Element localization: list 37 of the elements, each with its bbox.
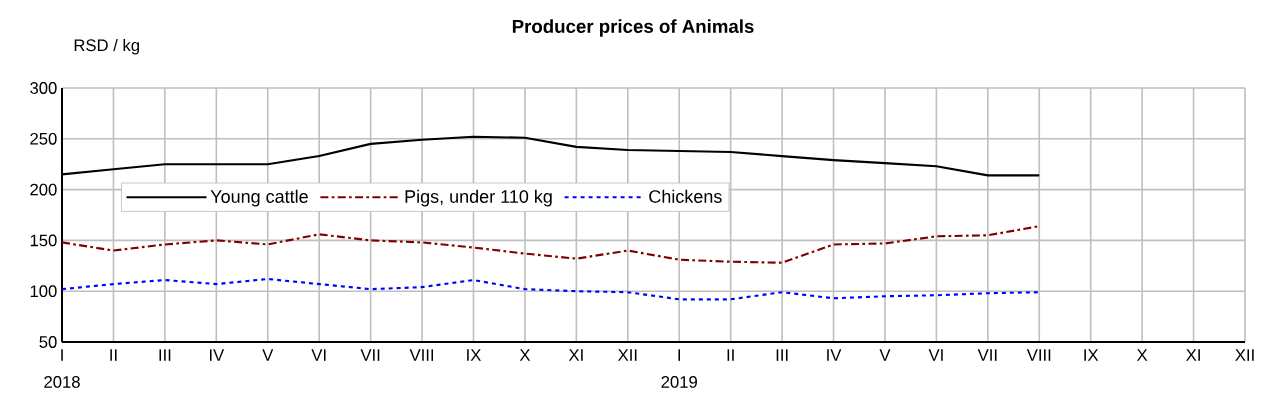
- text: 2019: [661, 376, 697, 388]
- x-tick-label: XII: [617, 349, 637, 361]
- chart-title: Producer prices of Animals: [512, 19, 754, 37]
- y-axis-title: RSD / kg: [74, 38, 139, 55]
- x-tick-label: VI: [311, 349, 326, 361]
- y-tick-label: 300: [30, 82, 57, 94]
- legend-label: Chickens: [649, 189, 722, 203]
- y-tick-label: 50: [39, 336, 57, 348]
- x-tick-label: XI: [1186, 349, 1200, 361]
- x-tick-label: III: [776, 349, 788, 361]
- x-tick-label: VIII: [409, 349, 434, 361]
- x-tick-label: V: [879, 349, 891, 361]
- legend-label: Pigs, under 110 kg: [405, 189, 552, 207]
- x-tick-label: VI: [928, 349, 943, 361]
- x-tick-label: II: [110, 349, 117, 361]
- y-tick-label: 150: [30, 234, 57, 247]
- x-tick-label: XII: [1235, 349, 1254, 361]
- x-tick-label: VII: [977, 349, 997, 361]
- y-tick-label: 100: [30, 285, 57, 298]
- x-tick-label: I: [61, 349, 63, 361]
- x-tick-label: IV: [827, 349, 842, 361]
- x-tick-label: I: [678, 349, 680, 361]
- x-tick-label: III: [159, 349, 171, 361]
- x-tick-label: V: [262, 349, 274, 361]
- x-tick-label: IX: [467, 349, 482, 361]
- x-tick-label: IV: [209, 349, 225, 361]
- x-tick-label: IX: [1084, 349, 1099, 361]
- x-tick-label: II: [727, 349, 734, 361]
- text: 2018: [44, 376, 80, 388]
- x-tick-label: X: [519, 349, 531, 361]
- x-tick-label: XI: [568, 349, 583, 361]
- x-tick-label: X: [1136, 349, 1148, 361]
- x-tick-label: VIII: [1026, 349, 1051, 361]
- legend-label: Young cattle: [210, 189, 308, 207]
- y-tick-label: 250: [30, 132, 57, 145]
- x-tick-label: VII: [360, 349, 380, 361]
- y-tick-label: 200: [30, 183, 57, 196]
